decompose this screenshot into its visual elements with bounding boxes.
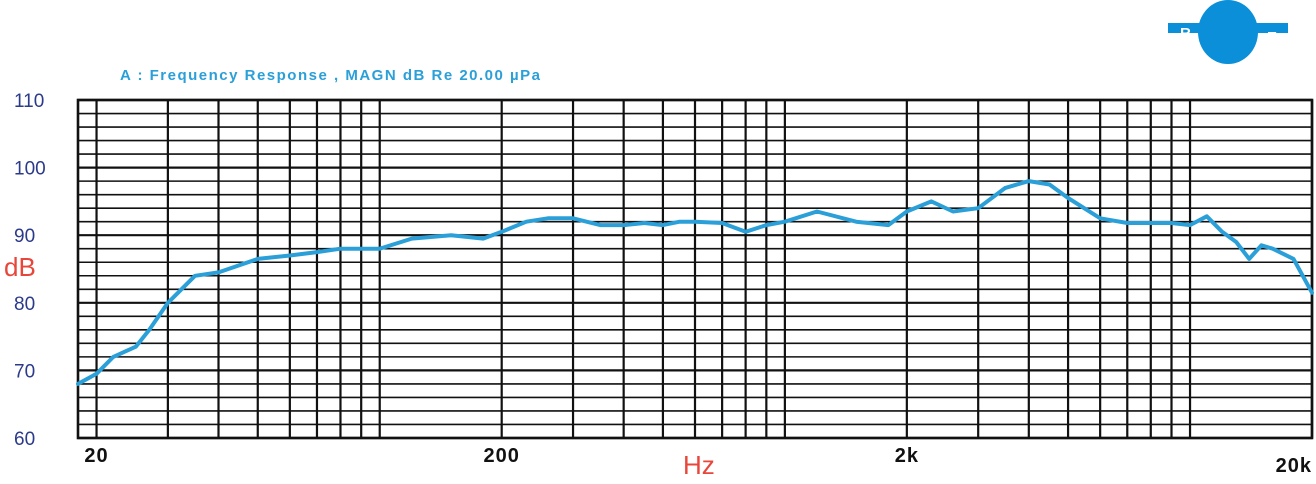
y-tick-label: 80	[14, 294, 35, 315]
y-tick-label: 100	[14, 159, 46, 180]
x-axis-label: Hz	[683, 450, 715, 479]
series-line	[76, 179, 1314, 386]
x-tick-labels: 20 200 2k 20k	[84, 445, 1312, 477]
y-axis-label: dB	[4, 252, 36, 282]
x-tick-label: 2k	[895, 445, 919, 467]
y-tick-labels: 60 70 80 90 100 110	[14, 91, 46, 450]
x-tick-label: 20	[84, 445, 108, 467]
logo-circle	[1198, 0, 1258, 64]
logo-left-letter: R	[1180, 25, 1191, 42]
plot-border	[76, 98, 1314, 440]
y-tick-label: 60	[14, 429, 35, 450]
chart-grid	[76, 98, 1314, 440]
x-tick-label: 20k	[1276, 455, 1312, 477]
chart-title: A : Frequency Response , MAGN dB Re 20.0…	[120, 67, 542, 84]
series-group	[76, 179, 1314, 386]
y-tick-label: 70	[14, 361, 35, 382]
y-tick-label: 110	[14, 91, 44, 112]
logo-right-letter: E	[1267, 29, 1277, 46]
x-tick-label: 200	[484, 445, 520, 467]
speaker-logo-icon: R E	[1168, 0, 1288, 64]
y-tick-label: 90	[14, 226, 35, 247]
